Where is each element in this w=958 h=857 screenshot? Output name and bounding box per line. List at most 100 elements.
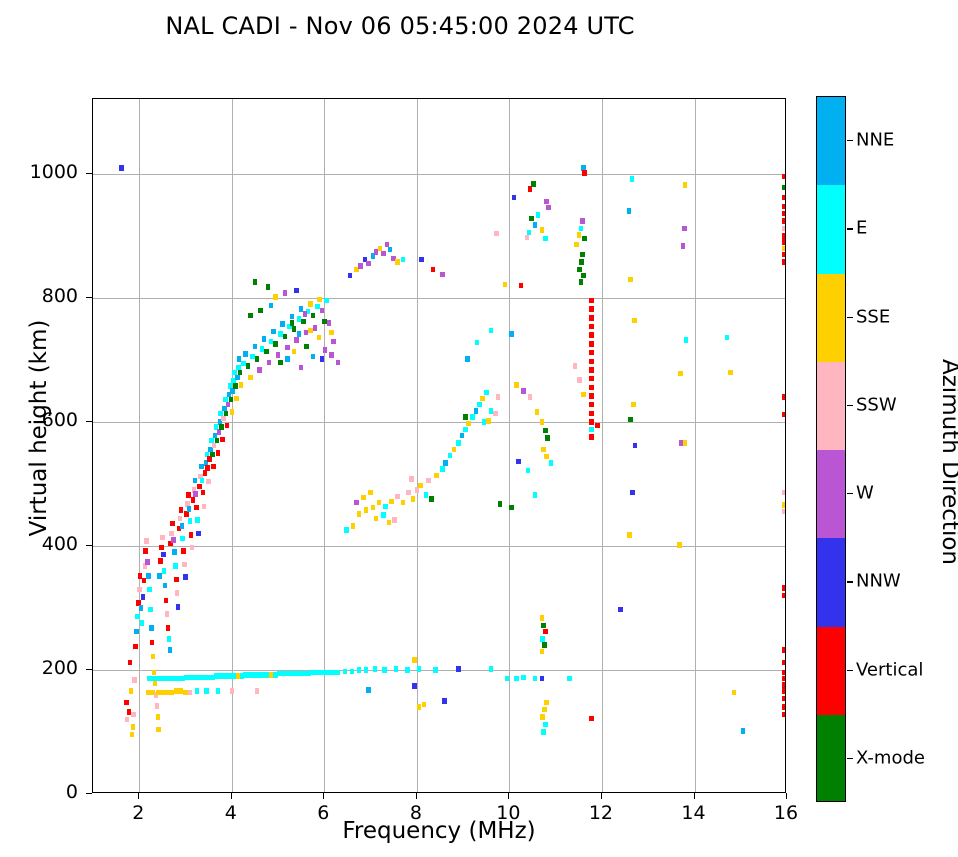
- echo-point: [273, 672, 278, 678]
- x-tick-label: 4: [224, 802, 237, 824]
- echo-point: [186, 506, 192, 512]
- echo-point: [315, 303, 320, 310]
- echo-point: [245, 363, 251, 369]
- echo-point: [182, 561, 187, 568]
- echo-point: [254, 688, 260, 694]
- echo-point: [405, 667, 410, 673]
- echo-point: [400, 499, 406, 506]
- echo-point: [303, 329, 309, 336]
- echo-point: [248, 374, 253, 381]
- echo-point: [629, 176, 635, 182]
- echo-point: [782, 704, 785, 710]
- echo-point: [287, 323, 292, 330]
- echo-point: [254, 356, 260, 362]
- echo-point: [143, 548, 148, 554]
- echo-point: [230, 388, 235, 394]
- echo-point: [261, 672, 267, 678]
- y-tick-mark: [86, 793, 92, 794]
- echo-point: [291, 326, 297, 332]
- echo-point: [250, 672, 256, 678]
- echo-point: [488, 666, 494, 672]
- echo-point: [202, 674, 208, 681]
- echo-point: [217, 419, 223, 425]
- echo-point: [387, 246, 393, 253]
- echo-point: [631, 401, 636, 408]
- echo-point: [172, 549, 177, 555]
- echo-point: [589, 410, 594, 417]
- echo-point: [146, 573, 151, 579]
- echo-point: [395, 259, 400, 265]
- echo-point: [447, 452, 453, 459]
- echo-point: [229, 688, 235, 694]
- echo-point: [324, 297, 329, 304]
- echo-point: [228, 673, 234, 679]
- gridline-vertical: [231, 99, 233, 792]
- echo-point: [259, 346, 265, 352]
- echo-point: [319, 356, 325, 362]
- echo-point: [678, 370, 683, 377]
- echo-point: [296, 316, 302, 322]
- echo-point: [306, 670, 311, 677]
- echo-point: [577, 377, 582, 383]
- echo-point: [440, 271, 445, 278]
- echo-point: [344, 527, 349, 533]
- echo-point: [782, 233, 785, 239]
- echo-point: [156, 726, 161, 733]
- echo-point: [488, 408, 494, 414]
- echo-point: [183, 689, 188, 696]
- echo-point: [298, 364, 304, 371]
- echo-point: [630, 489, 635, 496]
- echo-point: [261, 336, 267, 342]
- echo-point: [322, 318, 327, 325]
- echo-point: [276, 670, 282, 677]
- echo-point: [287, 670, 293, 677]
- echo-point: [589, 384, 594, 391]
- echo-point: [443, 460, 448, 466]
- echo-point: [150, 653, 156, 660]
- echo-point: [235, 374, 240, 381]
- echo-point: [127, 659, 133, 666]
- echo-point: [539, 675, 545, 682]
- echo-point: [682, 182, 688, 188]
- echo-point: [782, 184, 785, 191]
- echo-point: [581, 272, 586, 279]
- echo-point: [782, 508, 785, 515]
- y-tick-mark: [86, 669, 92, 670]
- echo-point: [682, 225, 687, 232]
- echo-point: [241, 360, 246, 367]
- echo-point: [572, 363, 578, 369]
- echo-point: [304, 343, 309, 350]
- echo-point: [176, 525, 182, 532]
- echo-point: [310, 669, 315, 676]
- echo-point: [782, 502, 785, 508]
- echo-point: [128, 688, 134, 694]
- colorbar-segment-ssw: [817, 361, 845, 451]
- echo-point: [174, 576, 179, 583]
- echo-point: [124, 699, 129, 706]
- echo-point: [363, 667, 369, 673]
- echo-point: [236, 356, 242, 362]
- echo-point: [155, 714, 161, 720]
- echo-point: [589, 341, 594, 347]
- echo-point: [589, 297, 594, 304]
- echo-point: [209, 437, 214, 444]
- echo-point: [381, 250, 386, 257]
- echo-point: [183, 574, 188, 580]
- echo-point: [198, 473, 203, 480]
- echo-point: [146, 689, 151, 696]
- echo-point: [211, 442, 217, 449]
- echo-point: [632, 317, 637, 324]
- echo-point: [195, 517, 200, 523]
- echo-point: [521, 388, 526, 394]
- echo-point: [298, 306, 304, 312]
- echo-point: [224, 673, 230, 679]
- echo-point: [329, 329, 334, 336]
- colorbar-tick-mark: [847, 228, 853, 230]
- echo-point: [124, 716, 130, 723]
- echo-point: [238, 382, 244, 388]
- echo-point: [199, 674, 204, 681]
- echo-point: [224, 422, 230, 429]
- echo-point: [509, 504, 514, 511]
- echo-point: [534, 409, 540, 415]
- echo-point: [161, 568, 167, 574]
